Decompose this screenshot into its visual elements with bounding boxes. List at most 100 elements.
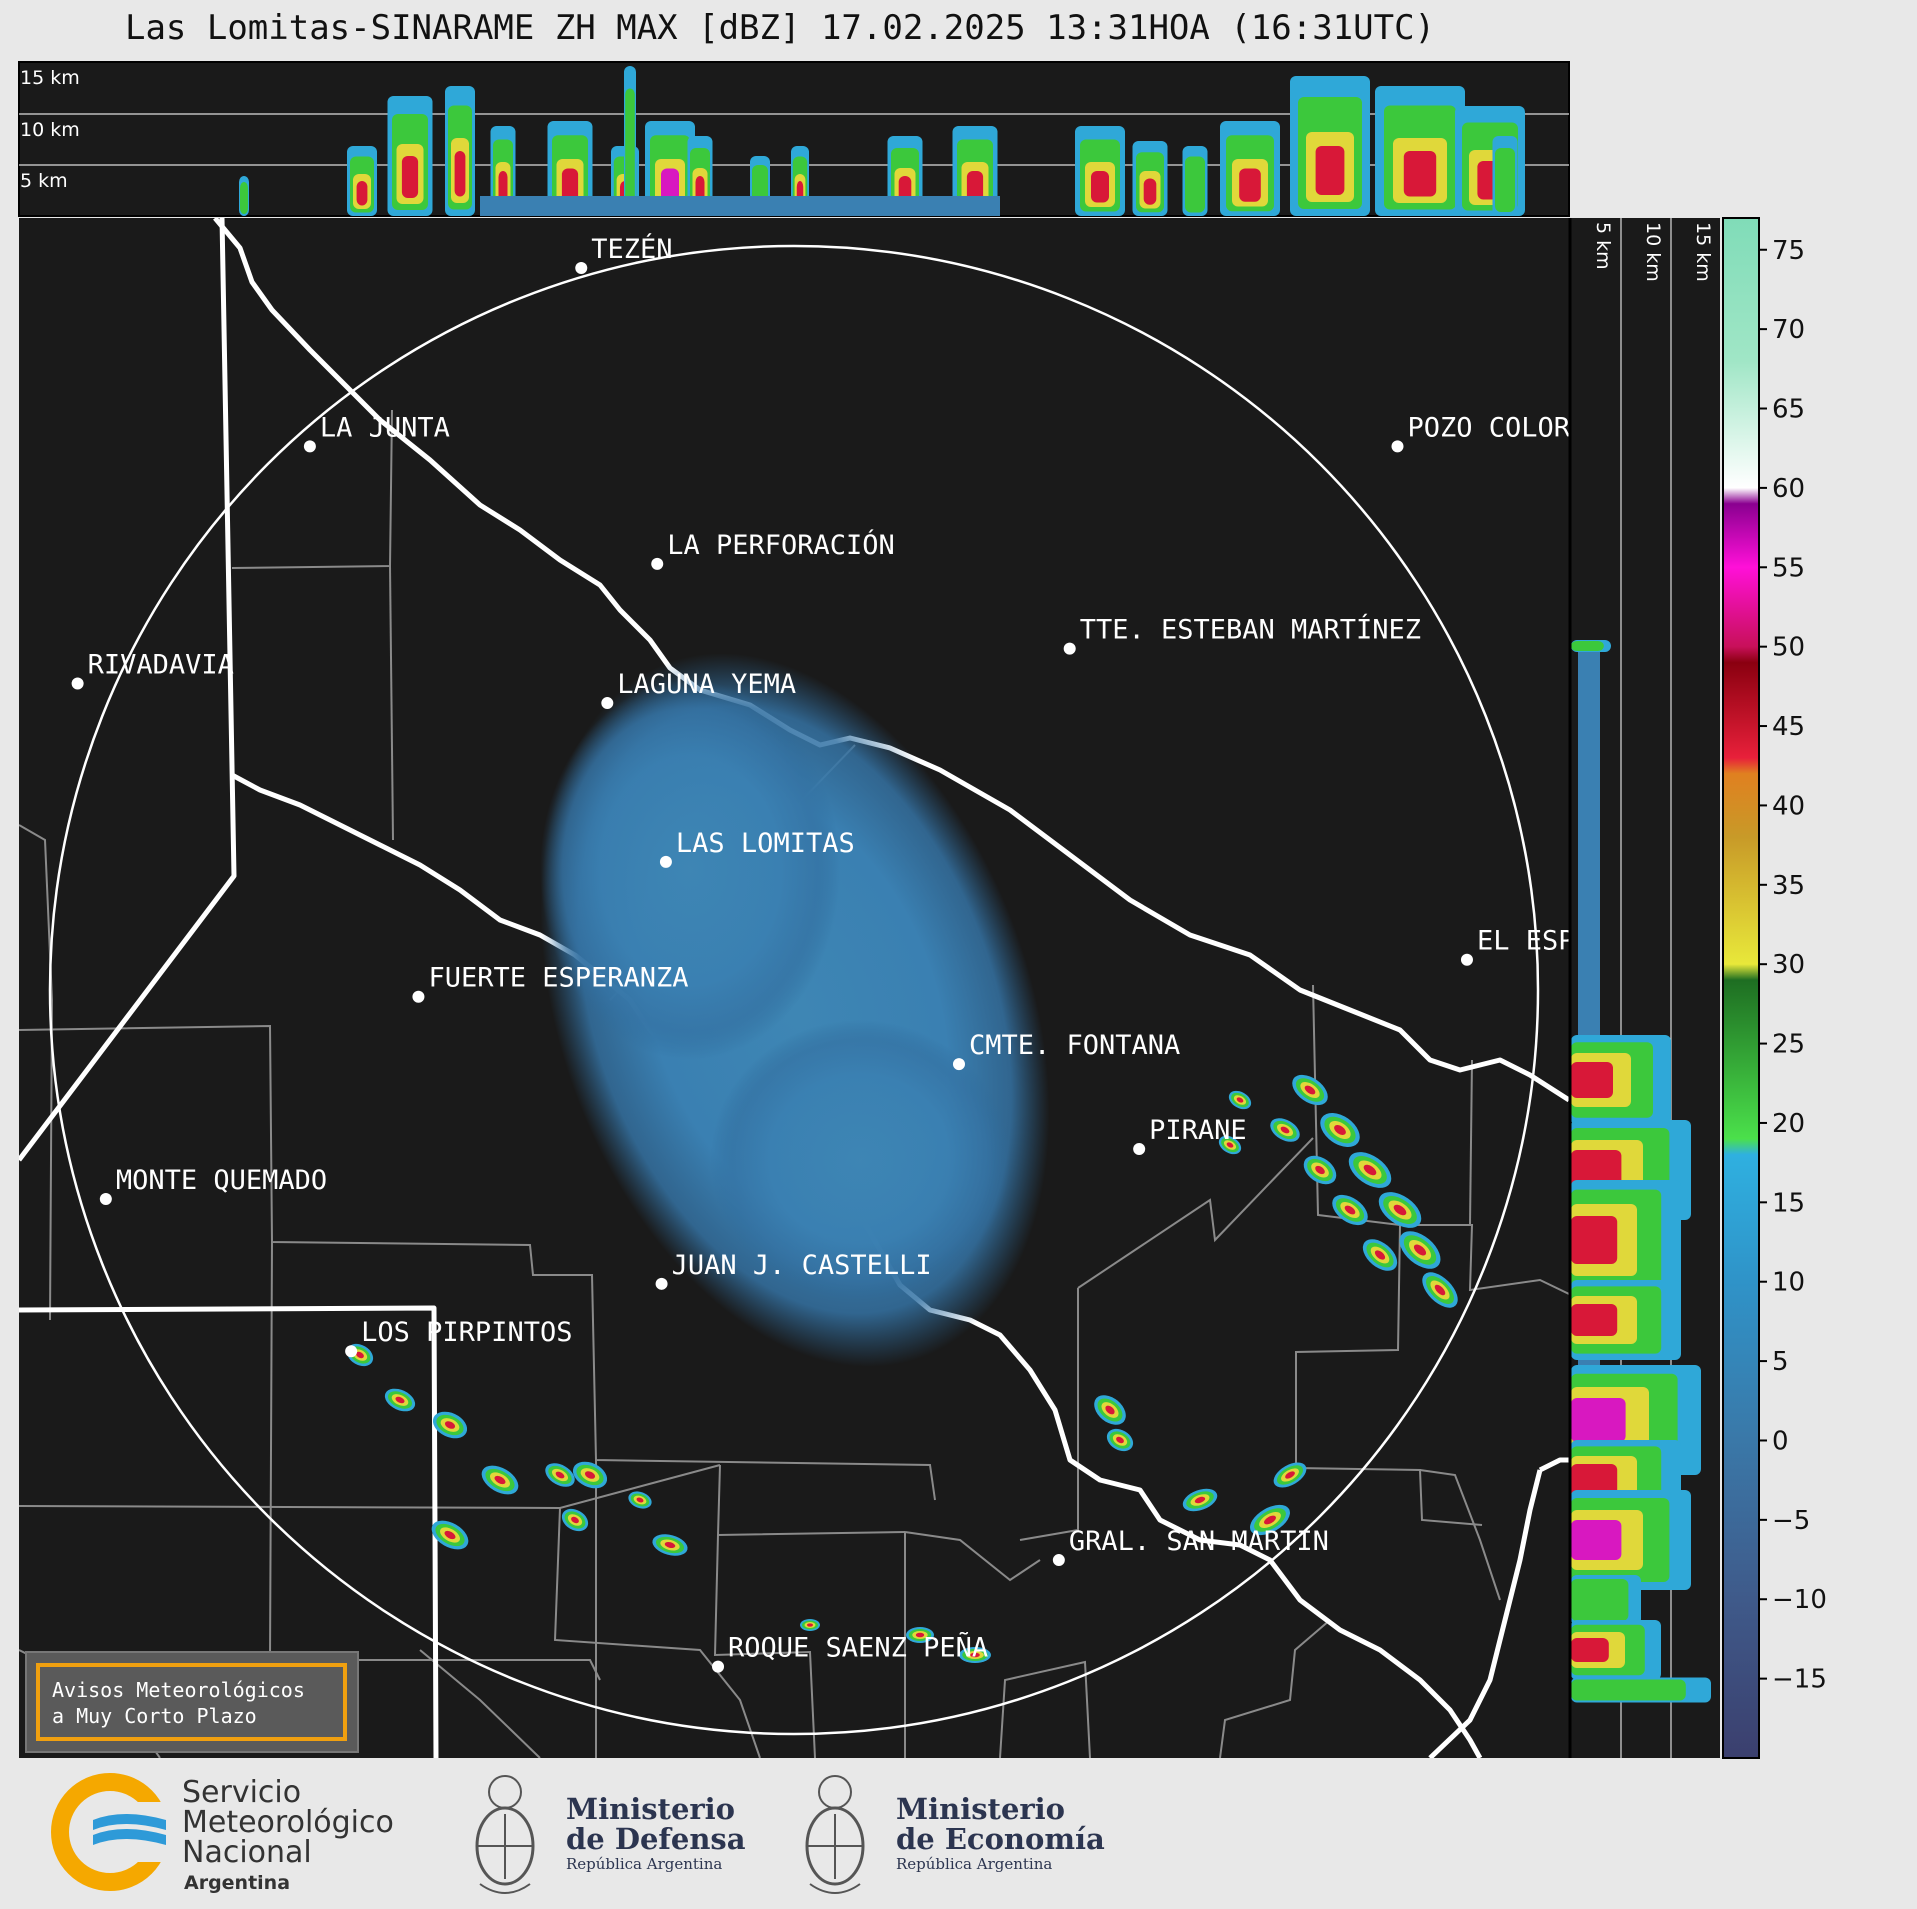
profile-column: [347, 146, 377, 216]
city-label-pirane: PIRANE: [1149, 1115, 1247, 1146]
economia-line3: República Argentina: [896, 1855, 1053, 1873]
city-markers: TEZÉN LA JUNTA POZO COLORADO LA PERFORACIÓN…: [71, 233, 1569, 1673]
storm-cell: [572, 1461, 608, 1489]
range-ring: [48, 244, 1540, 1736]
side-label-15km: 15 km: [1692, 222, 1714, 282]
colorbar-tick-label: −5: [1772, 1506, 1810, 1536]
colorbar-tick-label: 60: [1772, 474, 1805, 504]
colorbar-tick-label: 50: [1772, 633, 1805, 663]
storm-cell: [1094, 1395, 1126, 1425]
border-east: [1428, 1457, 1569, 1758]
storm-cell: [1362, 1239, 1398, 1271]
radar-echoes: [346, 653, 1458, 1663]
city-marker-la-junta: [303, 440, 316, 453]
storm-cell: [1422, 1272, 1458, 1308]
storm-cell: [1270, 1118, 1300, 1142]
profile-row: [1571, 1280, 1681, 1360]
smn-line2: Meteorológico: [182, 1805, 394, 1840]
echo-north-area: [540, 680, 840, 1060]
profile-column: [952, 126, 998, 216]
city-marker-los-pirpintos: [345, 1345, 358, 1358]
colorbar-tick-label: 65: [1772, 395, 1805, 425]
city-marker-cmte-fontana: [952, 1058, 965, 1071]
colorbar-scale: [1722, 217, 1760, 1759]
city-label-los-pirpintos: LOS PIRPINTOS: [361, 1317, 572, 1348]
profile-column: [1290, 76, 1370, 216]
profile-row: [1571, 640, 1611, 652]
storm-cell: [545, 1463, 575, 1487]
storm-cell: [481, 1465, 519, 1495]
storm-cell: [431, 1520, 469, 1550]
city-label-tezen: TEZÉN: [591, 233, 672, 265]
storm-cell: [959, 1647, 991, 1663]
top-label-5km: 5 km: [20, 170, 68, 192]
storm-cell: [1250, 1504, 1290, 1536]
city-marker-gral-san-martin: [1052, 1554, 1065, 1567]
colorbar-tick-label: 45: [1772, 712, 1805, 742]
alert-box[interactable]: Avisos Meteorológicos a Muy Corto Plazo: [25, 1651, 359, 1753]
storm-cell: [1218, 1135, 1242, 1155]
city-label-laguna-yema: LAGUNA YEMA: [617, 669, 796, 700]
convective-cells: [346, 1074, 1458, 1663]
province-border-west: [19, 218, 237, 1162]
defensa-logo-text: Ministerio de Defensa República Argentin…: [566, 1794, 746, 1874]
city-marker-fuerte-esperanza: [412, 990, 425, 1003]
city-marker-rivadavia: [71, 677, 84, 690]
colorbar-tick-label: 75: [1772, 236, 1805, 266]
page-title: Las Lomitas-SINARAME ZH MAX [dBZ] 17.02.…: [124, 8, 1436, 48]
city-label-la-junta: LA JUNTA: [320, 412, 450, 443]
city-label-la-perforacion: LA PERFORACIÓN: [667, 529, 895, 561]
profile-column: [1220, 121, 1280, 216]
storm-cell: [561, 1508, 589, 1532]
colorbar-tick-label: 25: [1772, 1030, 1805, 1060]
profile-column: [1182, 146, 1208, 216]
colorbar-tick-label: 15: [1772, 1188, 1805, 1218]
storm-cell: [1182, 1488, 1218, 1512]
smn-line4: Argentina: [184, 1872, 291, 1894]
economia-emblem-icon: [805, 1775, 865, 1894]
colorbar-tick-label: 20: [1772, 1109, 1805, 1139]
colorbar-tick-label: 30: [1772, 950, 1805, 980]
city-marker-pozo-colorado: [1391, 440, 1404, 453]
echo-south-area: [710, 1020, 1010, 1300]
city-marker-roque-saenz-pena: [712, 1660, 725, 1673]
colorbar-tick-label: 10: [1772, 1268, 1805, 1298]
profile-row: [1571, 1575, 1641, 1625]
city-label-cmte-fontana: CMTE. FONTANA: [969, 1030, 1180, 1061]
top-label-15km: 15 km: [20, 67, 80, 89]
city-marker-la-perforacion: [651, 557, 664, 570]
profile-column: [239, 176, 249, 216]
profile-row: [1571, 1490, 1691, 1590]
colorbar-tick-label: −10: [1772, 1585, 1827, 1615]
profile-row: [1571, 1677, 1711, 1703]
storm-cell: [652, 1534, 688, 1556]
side-profile-echoes: [1571, 640, 1711, 1703]
profile-column: [624, 66, 636, 216]
storm-cell: [1320, 1112, 1360, 1148]
radar-map: TEZÉN LA JUNTA POZO COLORADO LA PERFORACIÓN…: [19, 218, 1569, 1758]
storm-cell: [800, 1619, 820, 1631]
profile-column: [490, 126, 516, 216]
smn-line3: Nacional: [182, 1835, 312, 1870]
economia-logo-text: Ministerio de Economía República Argenti…: [896, 1794, 1105, 1874]
smn-logo-icon: [51, 1773, 180, 1891]
defensa-line1: Ministerio: [566, 1792, 736, 1826]
city-marker-monte-quemado: [99, 1192, 112, 1205]
city-label-tte-esteban-martinez: TTE. ESTEBAN MARTÍNEZ: [1080, 614, 1421, 646]
economia-line1: Ministerio: [896, 1792, 1066, 1826]
defensa-emblem-icon: [475, 1775, 535, 1894]
side-label-10km: 10 km: [1642, 222, 1664, 282]
storm-cell: [628, 1491, 652, 1509]
colorbar-tick-label: 55: [1772, 553, 1805, 583]
profile-column: [445, 86, 475, 216]
colorbar-tick-label: 0: [1772, 1426, 1789, 1456]
city-marker-tezen: [575, 262, 588, 275]
colorbar-tick-label: 70: [1772, 315, 1805, 345]
storm-cell: [1228, 1090, 1252, 1110]
city-label-rivadavia: RIVADAVIA: [88, 649, 234, 680]
top-profile-echoes: [239, 66, 1525, 216]
alert-line-2: a Muy Corto Plazo: [52, 1704, 257, 1728]
profile-column: [1492, 136, 1518, 216]
